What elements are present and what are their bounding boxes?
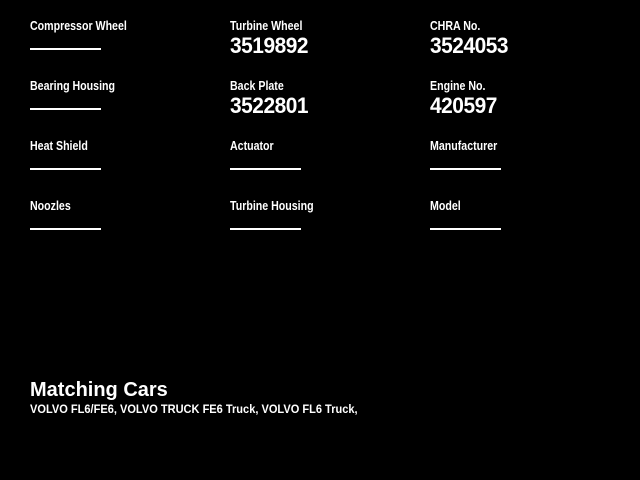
field-label: Back Plate [230,79,284,93]
field-chra-no: CHRA No. 3524053 [430,19,625,58]
field-value: 420597 [430,93,497,118]
field-model: Model [430,199,625,230]
field-heat-shield: Heat Shield [30,139,225,170]
matching-cars-heading: Matching Cars [30,379,168,401]
empty-value-underline [230,228,301,230]
empty-value-underline [30,108,101,110]
field-compressor-wheel: Compressor Wheel [30,19,225,50]
field-value: 3522801 [230,93,309,118]
field-label: Turbine Housing [230,199,314,213]
empty-value-underline [30,168,101,170]
field-value: 3524053 [430,33,509,58]
field-turbine-wheel: Turbine Wheel 3519892 [230,19,425,58]
matching-cars-section: Matching Cars VOLVO FL6/FE6, VOLVO TRUCK… [30,380,610,416]
field-noozles: Noozles [30,199,225,230]
matching-cars-list: VOLVO FL6/FE6, VOLVO TRUCK FE6 Truck, VO… [30,402,358,416]
empty-value-underline [30,48,101,50]
field-manufacturer: Manufacturer [430,139,625,170]
field-label: CHRA No. [430,19,481,33]
empty-value-underline [430,168,501,170]
field-label: Turbine Wheel [230,19,303,33]
field-turbine-housing: Turbine Housing [230,199,425,230]
field-label: Noozles [30,199,71,213]
field-label: Manufacturer [430,139,498,153]
field-engine-no: Engine No. 420597 [430,79,625,118]
field-bearing-housing: Bearing Housing [30,79,225,110]
empty-value-underline [30,228,101,230]
empty-value-underline [230,168,301,170]
field-label: Engine No. [430,79,486,93]
field-label: Model [430,199,461,213]
field-actuator: Actuator [230,139,425,170]
field-back-plate: Back Plate 3522801 [230,79,425,118]
field-label: Compressor Wheel [30,19,127,33]
field-label: Bearing Housing [30,79,116,93]
field-label: Actuator [230,139,274,153]
empty-value-underline [430,228,501,230]
field-value: 3519892 [230,33,309,58]
field-label: Heat Shield [30,139,88,153]
